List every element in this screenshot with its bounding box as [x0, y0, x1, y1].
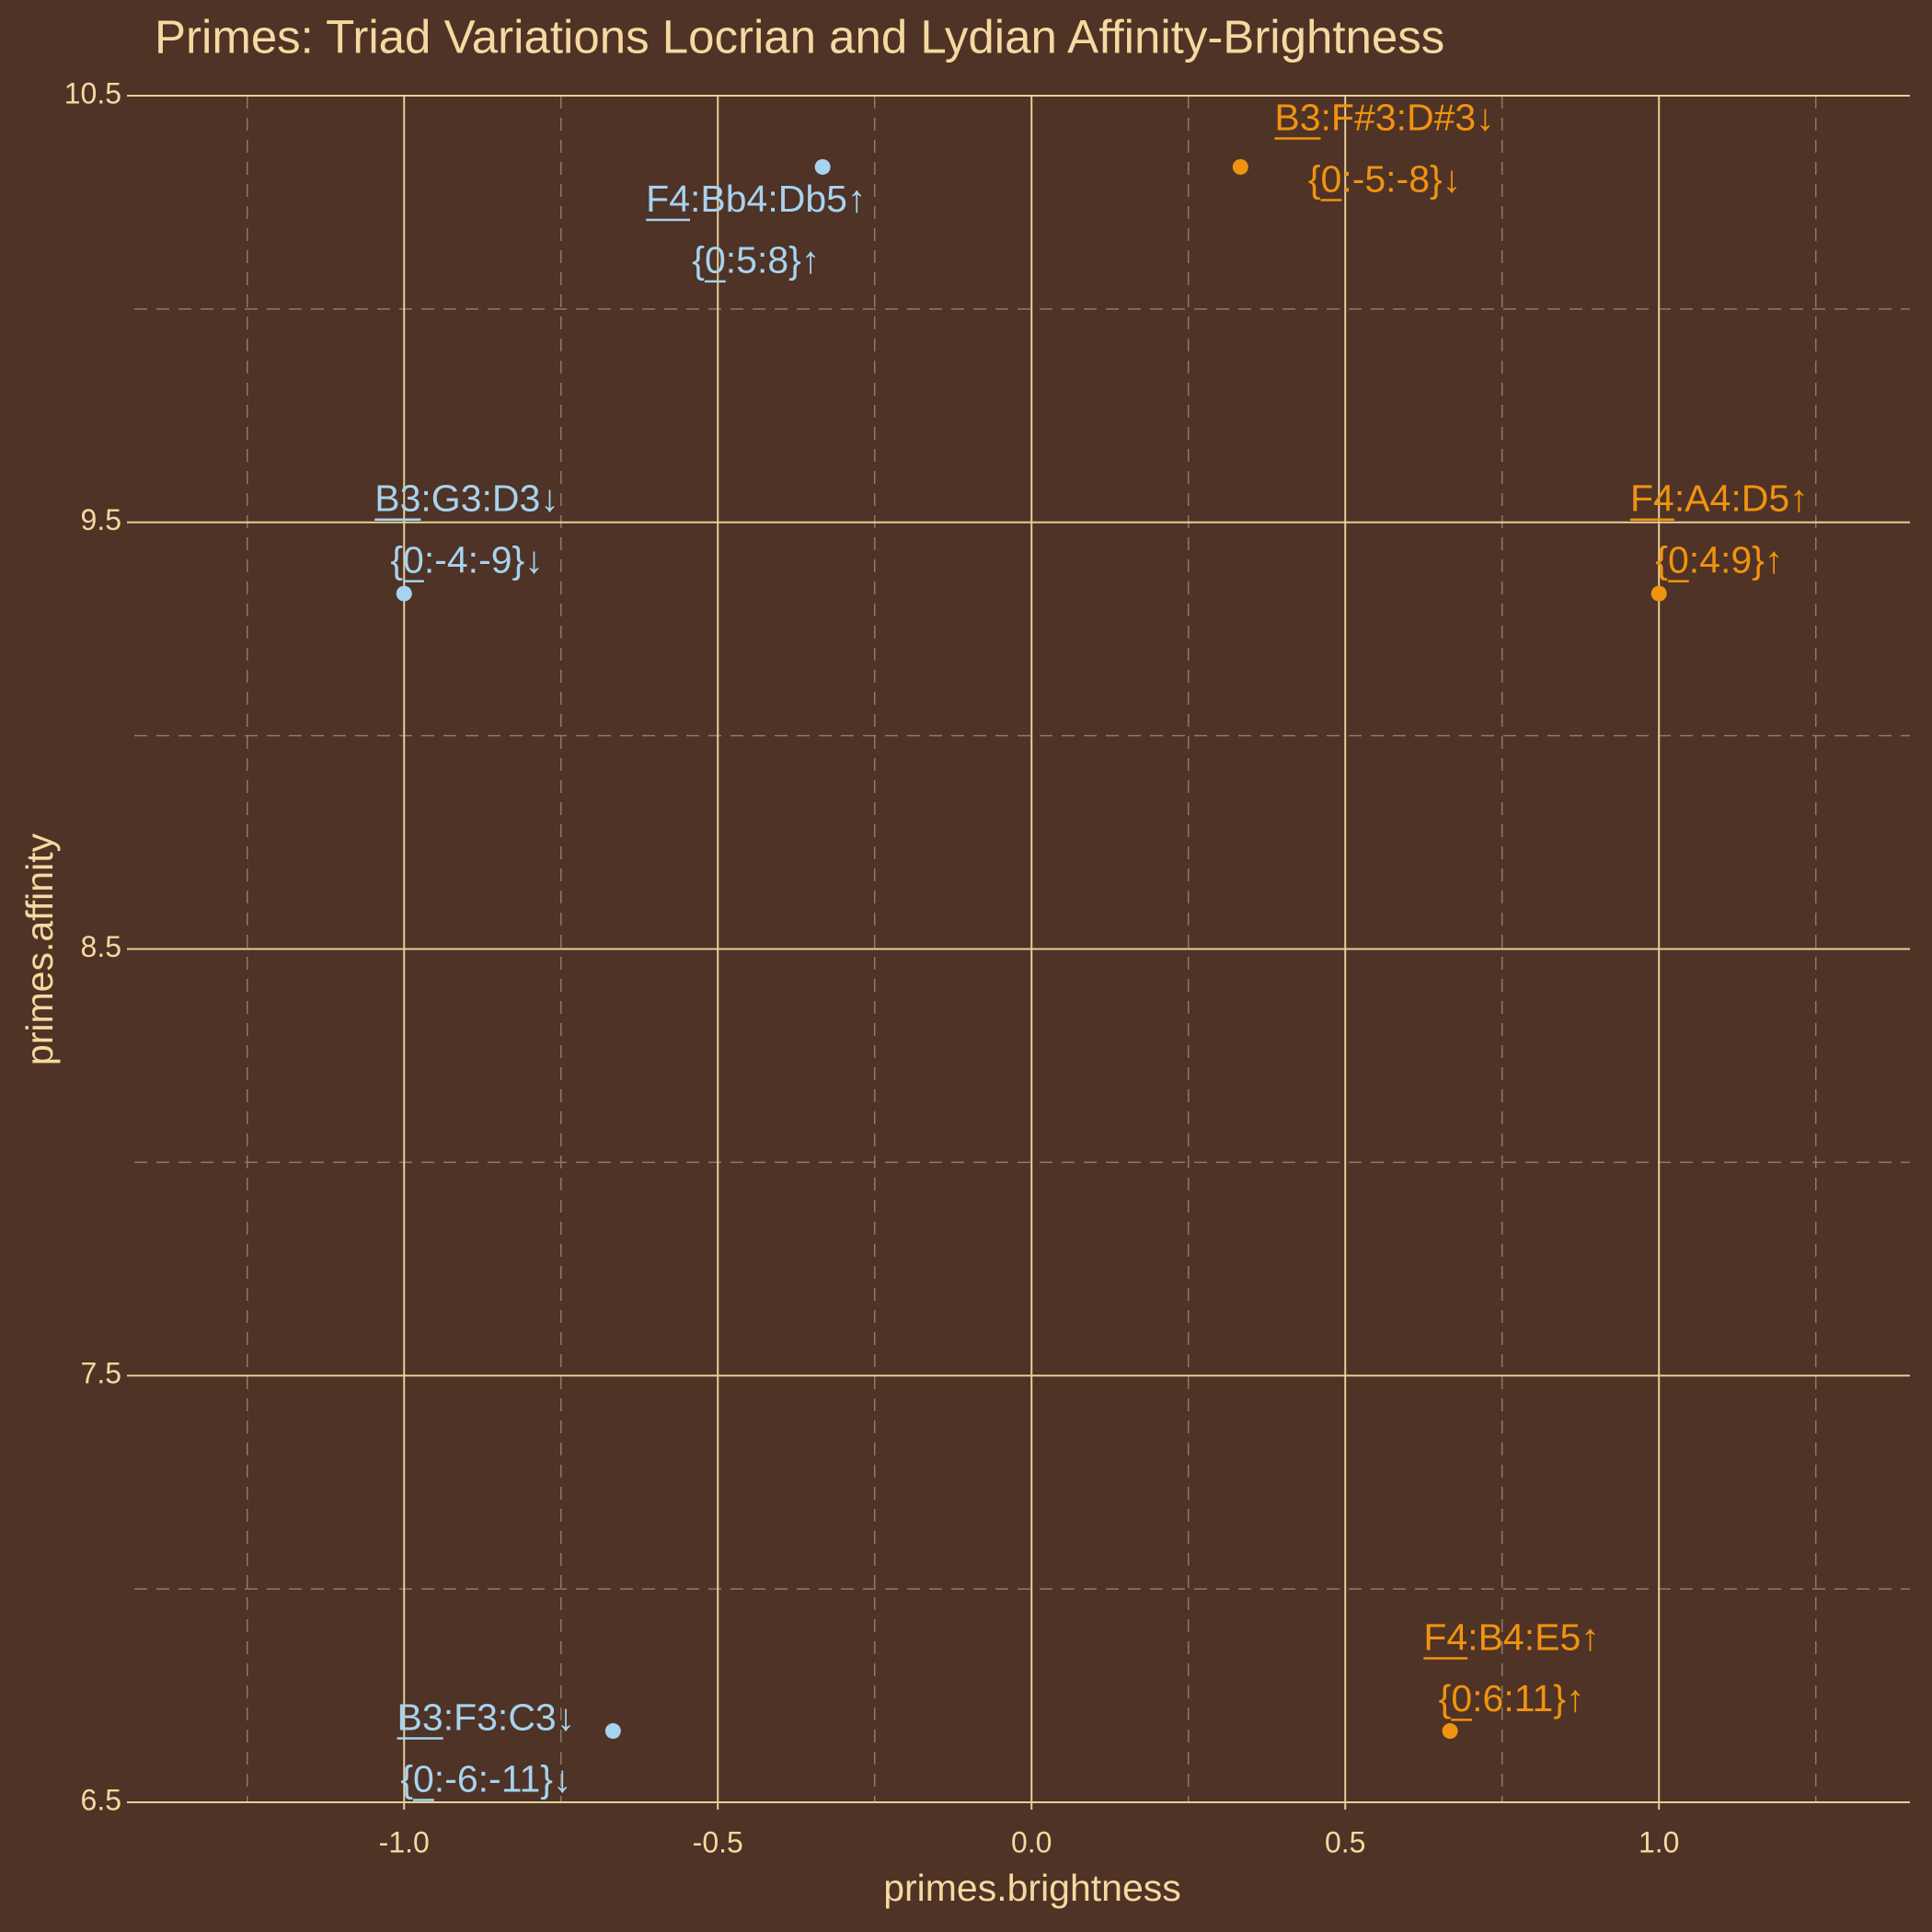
- point-label: F4:Bb4:Db5↑: [646, 178, 866, 220]
- y-tick-label: 8.5: [81, 930, 121, 963]
- y-tick-label: 10.5: [64, 76, 121, 109]
- y-axis-title: primes.affinity: [18, 833, 61, 1065]
- point-label: B3:F#3:D#3↓: [1274, 96, 1494, 138]
- point-label: B3:G3:D3↓: [374, 477, 559, 520]
- point-label: {0:-4:-9}↓: [390, 539, 543, 581]
- point-label: F4:A4:D5↑: [1630, 477, 1809, 520]
- point: [1650, 585, 1667, 602]
- x-axis-title: primes.brightness: [883, 1867, 1181, 1909]
- point-label: {0:-5:-8}↓: [1308, 157, 1461, 200]
- point-label: B3:F3:C3↓: [397, 1696, 576, 1738]
- point: [1442, 1723, 1458, 1740]
- x-tick-label: 0.5: [1325, 1825, 1365, 1858]
- x-tick-label: 0.0: [1011, 1825, 1052, 1858]
- x-tick-label: -0.5: [693, 1825, 743, 1858]
- point-label: {0:5:8}↑: [692, 239, 820, 282]
- point-label: F4:B4:E5↑: [1423, 1616, 1599, 1658]
- y-tick-label: 7.5: [81, 1357, 121, 1390]
- chart-title: Primes: Triad Variations Locrian and Lyd…: [155, 10, 1444, 63]
- y-tick-label: 6.5: [81, 1783, 121, 1816]
- point: [1232, 158, 1248, 175]
- point: [396, 585, 412, 602]
- point: [604, 1723, 621, 1740]
- point-label: {0:-6:-11}↓: [400, 1757, 571, 1800]
- point-label: {0:6:11}↑: [1439, 1677, 1585, 1719]
- y-tick-label: 9.5: [81, 503, 121, 536]
- x-tick-label: -1.0: [379, 1825, 430, 1858]
- point-label: {0:4:9}↑: [1655, 539, 1783, 581]
- x-tick-label: 1.0: [1639, 1825, 1679, 1858]
- point: [814, 158, 831, 175]
